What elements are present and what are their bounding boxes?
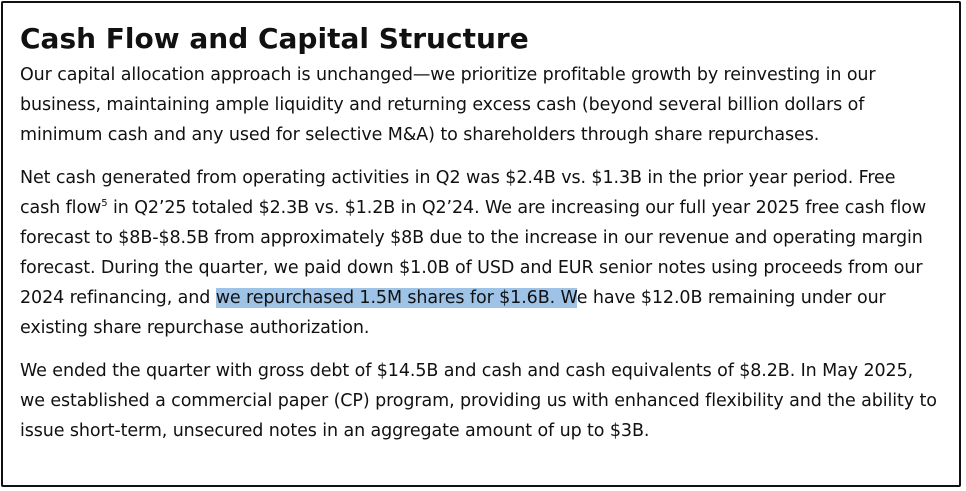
paragraph-debt: We ended the quarter with gross debt of … <box>20 361 937 441</box>
footnote-marker: 5 <box>101 198 108 209</box>
text-selection-highlight[interactable]: we repurchased 1.5M shares for $1.6B. W <box>215 288 577 308</box>
paragraph-cash-flow-text-1: Net cash generated from operating activi… <box>20 168 896 218</box>
document-page: Cash Flow and Capital Structure Our capi… <box>20 18 940 446</box>
paragraph-cash-flow-text-2: in Q2’25 totaled $2.3B vs. $1.2B in Q2’2… <box>20 198 927 308</box>
paragraph-cash-flow: Net cash generated from operating activi… <box>20 163 940 343</box>
section-heading: Cash Flow and Capital Structure <box>20 22 529 55</box>
paragraph-cash-flow-text-3: e have $12.0B remaining under our existi… <box>20 288 886 338</box>
paragraph-capital-allocation: Our capital allocation approach is uncha… <box>20 65 876 145</box>
